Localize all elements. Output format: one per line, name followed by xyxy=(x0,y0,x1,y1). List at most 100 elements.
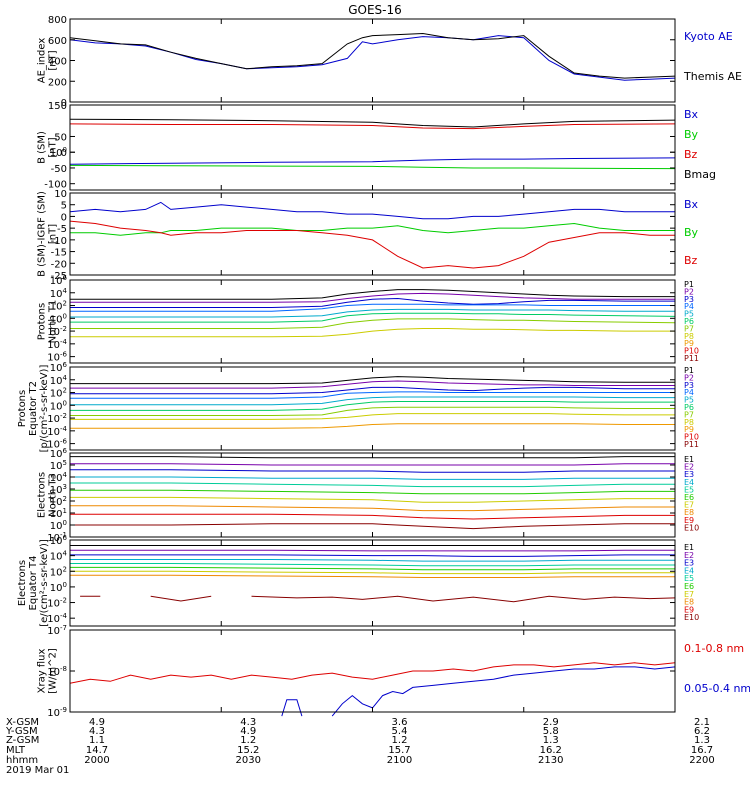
legend-protons-t1-11: P11 xyxy=(684,354,699,363)
y-tick-label-2: 101 xyxy=(50,507,67,520)
legend-electrons-t3-1: E1 xyxy=(684,455,694,464)
electron-t4-e10-segment xyxy=(251,595,676,603)
y-tick-label-4: 104 xyxy=(50,550,68,563)
legend-protons-t2-2: P2 xyxy=(684,373,694,382)
y-tick-label-1: -50 xyxy=(51,164,67,175)
legend-protons-t1-9: P9 xyxy=(684,339,694,348)
y-tick-label-5: 0 xyxy=(61,212,67,223)
legend-b-sm-2: By xyxy=(684,128,699,141)
bottom-axis-value: 2030 xyxy=(236,755,261,766)
electron-t3-e7-line xyxy=(70,496,675,503)
y-axis-label: [nT] xyxy=(48,50,59,70)
legend-b-igrf-1: Bx xyxy=(684,198,699,211)
legend-ae-1: Kyoto AE xyxy=(684,30,733,43)
bottom-row-label: Z-GSM xyxy=(6,735,39,746)
proton-t2-p9-line xyxy=(70,423,675,429)
proton-t2-p7-line xyxy=(70,406,675,416)
legend-protons-t2-7: P7 xyxy=(684,410,694,419)
y-tick-label-0: 10-6 xyxy=(47,438,67,451)
legend-protons-t2-1: P1 xyxy=(684,366,694,375)
legend-electrons-t3-6: E6 xyxy=(684,493,694,502)
bottom-axis-value: 15.7 xyxy=(388,745,410,756)
bottom-axis-value: 3.6 xyxy=(392,717,408,728)
bottom-axis-value: 4.3 xyxy=(240,717,256,728)
y-tick-label-6: 105 xyxy=(50,459,67,472)
legend-protons-t2-10: P10 xyxy=(684,433,699,442)
electron-t3-e6-line xyxy=(70,489,675,495)
b-igrf-bx-line xyxy=(69,201,675,220)
y-tick-label-5: 104 xyxy=(50,374,68,387)
y-tick-label-5: 104 xyxy=(50,471,68,484)
legend-electrons-t4-6: E6 xyxy=(684,582,694,591)
legend-electrons-t3-5: E5 xyxy=(684,485,694,494)
y-axis-label: [nT] xyxy=(48,137,59,157)
b-sm-bx-line xyxy=(69,157,676,165)
legend-electrons-t3-10: E10 xyxy=(684,523,699,532)
legend-protons-t1-6: P6 xyxy=(684,317,694,326)
y-tick-label-3: 102 xyxy=(50,495,67,508)
legend-electrons-t4-7: E7 xyxy=(684,590,694,599)
panel-et4: 10-4 10-2 100 102 104 106 Electrons Equator T4[… xyxy=(17,534,676,627)
legend-b-sm-4: Bmag xyxy=(684,168,716,181)
y-tick-label-4: 102 xyxy=(50,387,67,400)
electron-t3-e9-line xyxy=(70,513,675,520)
y-tick-label-0: 10-6 xyxy=(47,351,67,364)
y-tick-label-0: -100 xyxy=(44,180,67,191)
legend-electrons-t3-9: E9 xyxy=(684,516,694,525)
y-tick-label-2: 10-7 xyxy=(47,624,67,637)
y-tick-label-1: 100 xyxy=(50,519,67,532)
y-axis-label: AE_index xyxy=(37,38,48,84)
legend-b-igrf-2: By xyxy=(684,226,699,239)
y-tick-label-5: 104 xyxy=(50,287,68,300)
y-axis-label: Protons xyxy=(17,390,28,427)
plot-layer xyxy=(69,32,676,717)
bottom-axis-value: 2.9 xyxy=(543,717,559,728)
electron-t3-e10-line xyxy=(70,523,675,530)
y-axis-label: Equator T4 xyxy=(28,556,39,611)
xray-short-segment xyxy=(331,666,676,717)
b-sm-bz-line xyxy=(69,123,676,130)
legend-protons-t1-10: P10 xyxy=(684,347,699,356)
y-tick-label-6: 106 xyxy=(50,274,68,287)
proton-t1-p4-line xyxy=(70,303,675,312)
bottom-axis-value: 2100 xyxy=(387,755,412,766)
y-tick-label-2: 10-2 xyxy=(47,325,67,338)
proton-t2-p3-line xyxy=(70,386,675,395)
bottom-axis-value: 1.3 xyxy=(694,735,710,746)
electron-t4-e3-line xyxy=(70,554,675,557)
y-axis-label: North T3 xyxy=(48,473,59,517)
legend-electrons-t4-5: E5 xyxy=(684,574,694,583)
y-tick-label-2: 10-2 xyxy=(47,412,67,425)
bottom-axis-value: 1.1 xyxy=(89,735,105,746)
xray-long-line xyxy=(69,662,676,684)
proton-t2-p2-line xyxy=(70,380,675,389)
y-tick-label-4: -5 xyxy=(57,224,67,235)
legend-electrons-t3-3: E3 xyxy=(684,470,694,479)
chart-title: GOES-16 xyxy=(348,3,402,17)
panel-frame xyxy=(69,18,676,103)
b-igrf-bz-line xyxy=(69,220,675,269)
bottom-axis-value: 2130 xyxy=(538,755,563,766)
legend-protons-t2-9: P9 xyxy=(684,425,694,434)
electron-t4-e10-segment xyxy=(150,595,212,602)
legend-electrons-t4-10: E10 xyxy=(684,613,699,622)
electron-t3-e5-line xyxy=(70,482,675,488)
y-tick-label-5: 150 xyxy=(48,101,67,112)
proton-t2-p8-line xyxy=(70,413,675,420)
y-tick-label-6: 5 xyxy=(61,201,67,212)
bottom-row-label: hhmm xyxy=(6,755,38,766)
y-tick-label-3: 100 xyxy=(50,399,67,412)
y-tick-label-2: -15 xyxy=(51,248,67,259)
bottom-axis-value: 4.9 xyxy=(89,717,105,728)
y-tick-label-0: 10-1 xyxy=(47,531,67,544)
y-axis-label: B (SM) xyxy=(37,131,48,164)
proton-t2-p5-line xyxy=(70,396,675,406)
electron-t4-e7-line xyxy=(70,570,675,575)
y-tick-label-0: 0 xyxy=(61,98,67,109)
electron-t3-e4-line xyxy=(70,476,675,480)
proton-t2-p1-line xyxy=(70,376,675,385)
